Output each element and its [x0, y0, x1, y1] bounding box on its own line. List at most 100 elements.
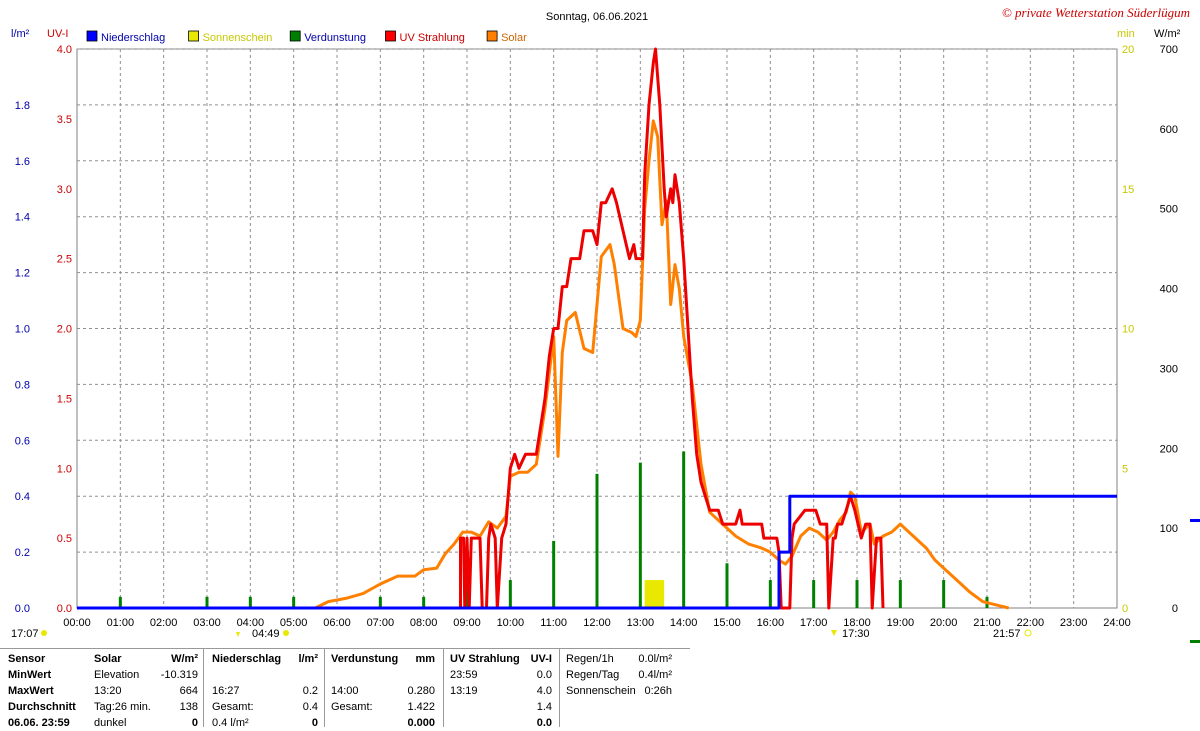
y-unit-uv: UV-I — [47, 28, 68, 40]
x-tick-label: 03:00 — [193, 617, 221, 629]
sunrise-label: 04:49 — [252, 628, 280, 640]
y-tick-label-min: 5 — [1122, 463, 1128, 475]
evaporation-bar — [422, 596, 426, 608]
weather-chart: 00:00 01:00 02:00 03:00 04:00 05:00 06:00 07:00… — [11, 5, 1200, 643]
nied-r2-value: 0.2 — [302, 685, 318, 697]
x-tick-label: 18:00 — [843, 617, 871, 629]
evaporation-bar — [812, 580, 816, 608]
y-tick-label-uv: 0.5 — [57, 533, 72, 545]
y-tick-label-min: 15 — [1122, 184, 1134, 196]
legend-swatch — [385, 30, 396, 42]
y-tick-label-rain: 0.4 — [15, 491, 30, 503]
legend-label: Sonnenschein — [203, 32, 273, 44]
legend-label: Verdunstung — [304, 32, 366, 44]
uv-r2-label: 13:19 — [450, 685, 478, 697]
y-tick-label-rain: 0.0 — [15, 603, 30, 615]
nied-r3-value: 0.4 — [302, 701, 318, 713]
sunset-icon — [1024, 629, 1032, 637]
rain-edge-marker — [1190, 519, 1200, 522]
chart-legend: Niederschlag Sonnenschein Verdunstung UV St… — [86, 30, 527, 44]
legend-swatch — [86, 30, 98, 42]
evaporation-bar — [292, 596, 296, 608]
uv-unit: UV-I — [530, 653, 552, 665]
y-tick-label-wm2: 0 — [1172, 603, 1178, 615]
y-tick-label-uv: 0.0 — [57, 603, 72, 615]
line-layer — [77, 47, 1117, 610]
y-tick-label-uv: 3.0 — [57, 184, 72, 196]
durchschnitt-label: Durchschnitt — [8, 701, 76, 713]
x-tick-label: 11:00 — [540, 617, 567, 629]
legend-label: UV Strahlung — [400, 32, 465, 44]
legend-swatch — [289, 30, 301, 42]
marker-label: 17:07 — [11, 628, 39, 640]
copyright-label: © private Wetterstation Süderlügum — [1002, 5, 1190, 20]
evaporation-bar — [942, 580, 946, 608]
sensor-head: Sensor — [8, 653, 46, 665]
regen1h-value: 0.0l/m² — [638, 653, 672, 665]
nied-r2-label: 16:27 — [212, 685, 240, 697]
sunrise-icon — [283, 630, 289, 636]
y-tick-label-uv: 4.0 — [57, 44, 72, 56]
verd-r3-value: 1.422 — [407, 701, 435, 713]
x-tick-label: 07:00 — [367, 617, 395, 629]
x-tick-label: 19:00 — [887, 617, 915, 629]
series-line-uv-strahlung — [459, 47, 885, 610]
y-tick-label-rain: 1.0 — [15, 324, 30, 336]
solar-r1-label: Elevation — [94, 669, 140, 681]
evaporation-bar — [855, 580, 859, 608]
stats-panel: Sensor MinWert MaxWert Durchschnitt 06.0… — [0, 648, 690, 729]
y-tick-label-rain: 0.6 — [15, 435, 30, 447]
uv-r1-value: 0.0 — [536, 669, 552, 681]
x-tick-label: 17:00 — [800, 617, 828, 629]
y-tick-label-min: 20 — [1122, 44, 1134, 56]
axes-layer: 00:00 01:00 02:00 03:00 04:00 05:00 06:00 07:00… — [11, 28, 1200, 643]
regentag-value: 0.4l/m² — [638, 669, 672, 681]
y-tick-label-uv: 2.5 — [57, 254, 72, 266]
chart-title: Sonntag, 06.06.2021 — [546, 11, 648, 23]
moon-label: 17:30 — [842, 628, 870, 640]
y-tick-label-wm2: 700 — [1160, 44, 1178, 56]
x-tick-label: 13:00 — [627, 617, 655, 629]
nied-r4-label: 0.4 l/m² — [212, 717, 249, 729]
solar-r4-value: 0 — [191, 717, 198, 729]
solar-r2-value: 664 — [179, 685, 198, 697]
y-tick-label-uv: 3.5 — [57, 114, 72, 126]
x-tick-label: 15:00 — [713, 617, 741, 629]
evaporation-bar — [248, 596, 252, 608]
x-tick-label: 09:00 — [453, 617, 481, 629]
y-tick-label-wm2: 200 — [1160, 443, 1178, 455]
evaporation-bar — [378, 596, 382, 608]
y-tick-label-rain: 0.8 — [15, 379, 30, 391]
y-tick-label-min: 10 — [1122, 324, 1134, 336]
sunshine-bar — [644, 580, 665, 608]
y-tick-label-uv: 2.0 — [57, 324, 72, 336]
solar-unit: W/m² — [171, 653, 198, 665]
y-tick-label-min: 0 — [1122, 603, 1128, 615]
x-tick-label: 00:00 — [63, 617, 91, 629]
uv-r4-value: 0.0 — [536, 717, 552, 729]
regen1h-label: Regen/1h — [566, 653, 614, 665]
x-tick-label: 01:00 — [107, 617, 135, 629]
evaporation-bar — [552, 540, 556, 608]
y-tick-label-uv: 1.0 — [57, 463, 72, 475]
niederschlag-unit: l/m² — [298, 653, 318, 665]
x-tick-label: 06:00 — [323, 617, 351, 629]
y-unit-min: min — [1117, 28, 1135, 40]
uv-r2-value: 4.0 — [536, 685, 552, 697]
x-tick-label: 24:00 — [1103, 617, 1131, 629]
evap-edge-marker — [1190, 640, 1200, 643]
evaporation-bar — [118, 596, 122, 608]
solar-r3-value: 138 — [179, 701, 198, 713]
minwert-label: MinWert — [8, 669, 52, 681]
x-tick-label: 20:00 — [930, 617, 958, 629]
y-tick-label-rain: 1.8 — [15, 100, 30, 112]
moonset-icon — [831, 630, 837, 636]
evaporation-bar — [725, 563, 729, 608]
sunset-label: 21:57 — [993, 628, 1021, 640]
y-tick-label-uv: 1.5 — [57, 393, 72, 405]
nied-r4-value: 0 — [311, 717, 318, 729]
x-tick-label: 10:00 — [497, 617, 525, 629]
date-label: 06.06. 23:59 — [8, 717, 70, 729]
legend-swatch — [188, 30, 200, 42]
regentag-label: Regen/Tag — [566, 669, 620, 681]
